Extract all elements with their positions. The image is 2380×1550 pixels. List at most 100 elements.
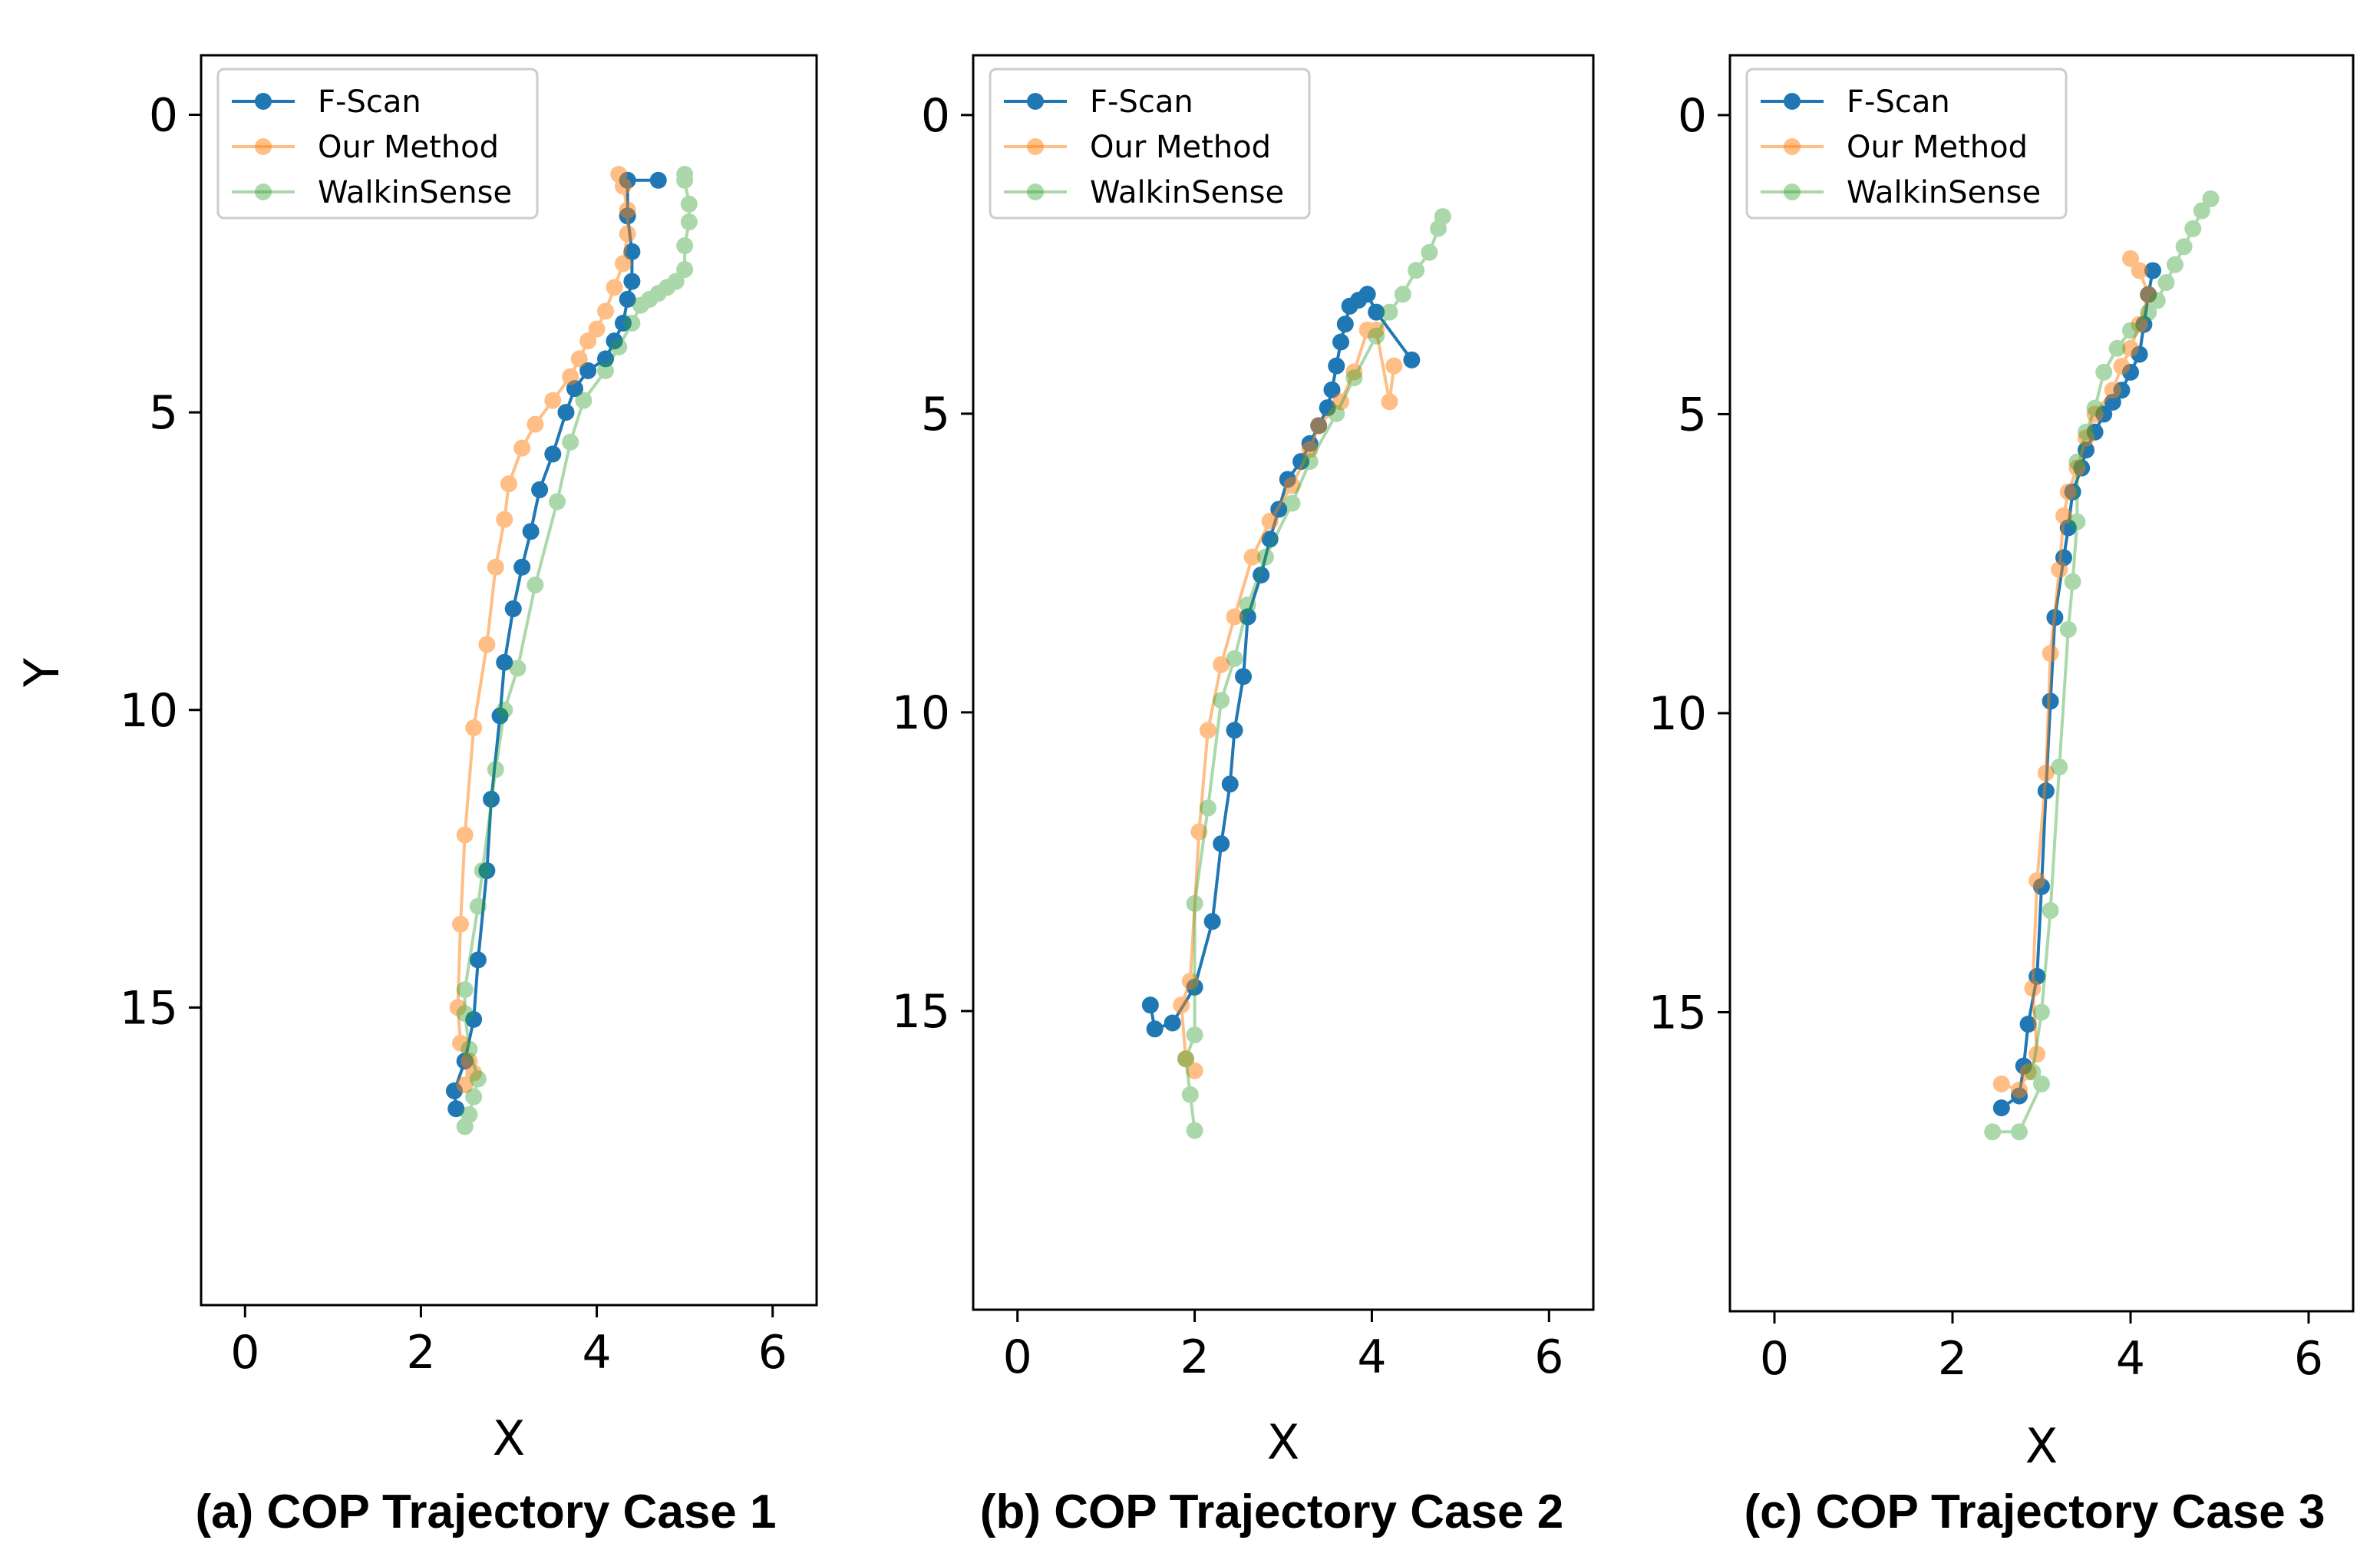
- data-point: [2024, 980, 2042, 997]
- legend-label: Our Method: [1847, 130, 2028, 165]
- plot-frame: [200, 54, 818, 1307]
- data-point: [1221, 775, 1239, 793]
- data-point: [2144, 262, 2161, 279]
- data-point: [1253, 566, 1270, 583]
- legend-swatch-marker: [1784, 183, 1801, 200]
- data-point: [632, 296, 649, 314]
- series-our-method: [449, 166, 636, 1094]
- data-point: [2104, 382, 2121, 399]
- data-point: [2042, 692, 2059, 710]
- data-point: [465, 719, 483, 737]
- data-point: [1213, 835, 1230, 853]
- data-point: [2078, 429, 2094, 447]
- data-point: [1301, 441, 1319, 458]
- data-point: [1368, 303, 1385, 321]
- legend-swatch-marker: [1027, 138, 1044, 155]
- legend-entry: WalkinSense: [232, 175, 512, 210]
- legend-label: F-Scan: [1847, 84, 1950, 120]
- legend-entry: Our Method: [1761, 130, 2028, 165]
- legend-box: [1745, 68, 2068, 220]
- data-point: [2033, 1003, 2050, 1021]
- data-point: [575, 392, 593, 409]
- data-point: [449, 999, 467, 1016]
- data-point: [465, 1010, 483, 1028]
- data-point: [1186, 1062, 1203, 1079]
- data-point: [1181, 1086, 1199, 1103]
- data-point: [469, 1070, 487, 1088]
- x-tick-label: 0: [1003, 1330, 1032, 1384]
- legend-entry: F-Scan: [232, 84, 421, 120]
- data-point: [1177, 1050, 1195, 1068]
- data-point: [1328, 357, 1345, 375]
- data-point: [1408, 262, 1425, 279]
- data-point: [1261, 530, 1279, 548]
- y-axis-label: Y: [14, 658, 70, 688]
- legend-label: WalkinSense: [1090, 175, 1284, 210]
- data-point: [1310, 417, 1328, 435]
- data-point: [597, 302, 615, 320]
- data-point: [1186, 894, 1203, 912]
- data-point: [1141, 996, 1159, 1014]
- data-point: [619, 290, 636, 308]
- legend-swatch-marker: [1027, 183, 1044, 200]
- y-tick-label: 5: [921, 388, 950, 441]
- data-point: [2108, 339, 2126, 357]
- y-tick-label: 0: [149, 89, 178, 143]
- x-tick-label: 4: [1357, 1330, 1386, 1384]
- data-point: [487, 558, 504, 576]
- data-point: [2059, 483, 2077, 501]
- data-point: [1283, 494, 1301, 512]
- data-point: [1261, 512, 1279, 530]
- data-point: [487, 761, 504, 778]
- y-tick-label: 10: [892, 686, 950, 740]
- legend: F-Scan Our Method WalkinSense: [989, 68, 1311, 220]
- data-point: [579, 332, 597, 350]
- x-axis-label: X: [2025, 1418, 2058, 1474]
- data-point: [1199, 722, 1216, 739]
- data-point: [610, 338, 628, 355]
- data-point: [1235, 668, 1253, 686]
- data-point: [2122, 250, 2139, 267]
- data-point: [2167, 256, 2184, 273]
- data-point: [2131, 316, 2148, 333]
- data-point: [1199, 799, 1216, 817]
- data-point: [1328, 405, 1345, 422]
- chart-panel-1: 0 2 4 6 0 5 10 15 X Y F-Scan Our Method WalkinSense (…: [14, 54, 818, 1538]
- data-point: [680, 213, 698, 231]
- data-point: [1421, 243, 1438, 261]
- x-tick-label: 4: [2116, 1332, 2145, 1386]
- data-point: [1336, 316, 1354, 333]
- data-point: [1203, 913, 1221, 930]
- legend-label: F-Scan: [318, 84, 421, 120]
- data-point: [491, 707, 509, 725]
- data-point: [2028, 872, 2046, 890]
- data-point: [1345, 369, 1363, 387]
- legend-label: Our Method: [318, 130, 499, 165]
- data-point: [1226, 722, 1243, 739]
- legend-swatch-marker: [1784, 93, 1801, 110]
- legend-swatch-marker: [255, 93, 272, 110]
- data-point: [676, 171, 694, 189]
- data-point: [478, 862, 496, 880]
- series-walkinsense: [1177, 208, 1451, 1139]
- data-point: [614, 177, 632, 195]
- data-point: [527, 576, 544, 593]
- data-point: [1332, 393, 1350, 411]
- data-point: [465, 1064, 483, 1082]
- data-point: [522, 523, 540, 540]
- data-point: [1186, 1026, 1203, 1044]
- data-point: [2157, 274, 2175, 292]
- data-point: [1186, 1122, 1203, 1139]
- x-tick-label: 6: [758, 1326, 787, 1380]
- data-point: [496, 653, 513, 671]
- data-point: [483, 791, 500, 808]
- data-point: [1403, 351, 1421, 368]
- y-tick-label: 5: [149, 386, 178, 440]
- data-point: [2042, 902, 2059, 920]
- data-point: [1239, 596, 1256, 613]
- series-line: [1184, 216, 1444, 1131]
- data-point: [676, 261, 694, 279]
- data-point: [676, 166, 694, 183]
- legend-label: F-Scan: [1090, 84, 1193, 120]
- data-point: [2202, 190, 2220, 207]
